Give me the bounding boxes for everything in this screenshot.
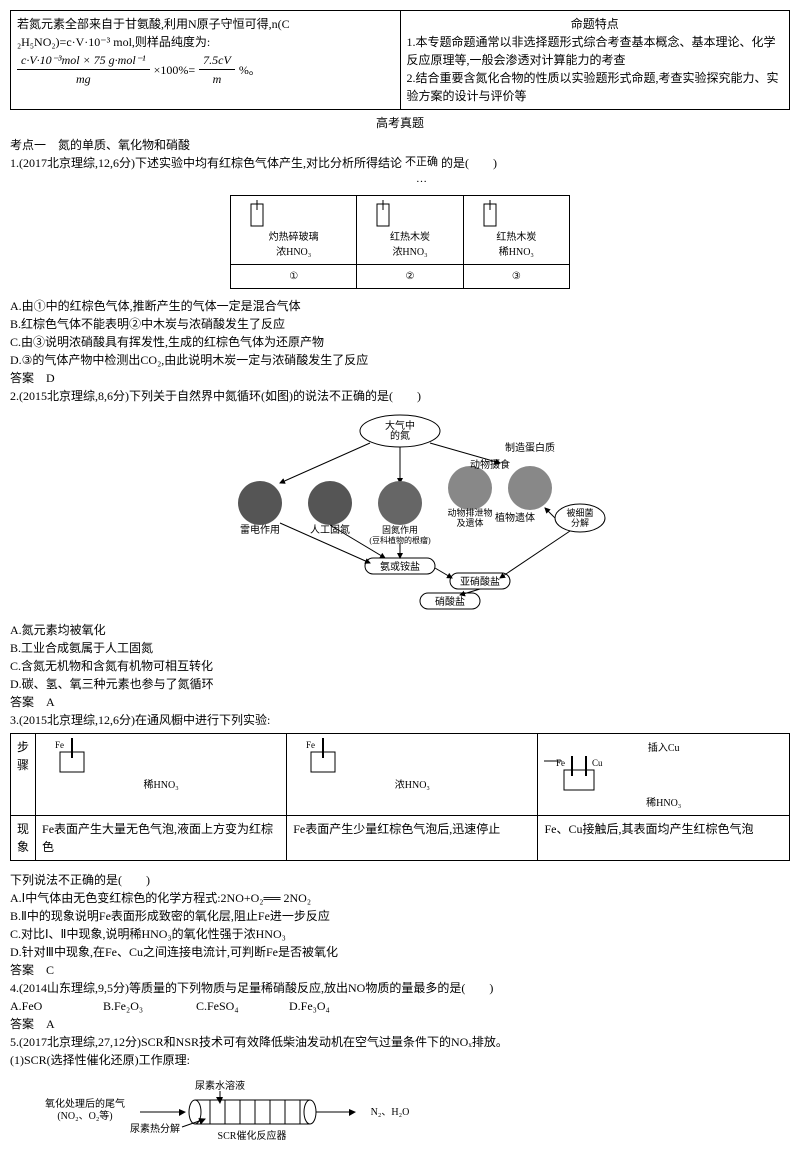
- svg-text:亚硝酸盐: 亚硝酸盐: [460, 575, 500, 588]
- header-right-line1: 1.本专题命题通常以非选择题形式综合考查基本概念、基本理论、化学反应原理等,一般…: [407, 33, 784, 69]
- q1-exp2: 红热木炭 浓HNO₃: [357, 196, 463, 265]
- q3-optC: C.对比Ⅰ、Ⅱ中现象,说明稀HNO₃的氧化性强于浓HNO₃: [10, 925, 790, 943]
- q1-optA: A.由①中的红棕色气体,推断产生的气体一定是混合气体: [10, 297, 790, 315]
- header-table: 若氮元素全部来自于甘氨酸,利用N原子守恒可得,n(C ₂H₅NO₂)=c·V·1…: [10, 10, 790, 110]
- q4-optA: A.FeO: [10, 997, 100, 1015]
- svg-text:氧化处理后的尾气: 氧化处理后的尾气: [45, 1097, 125, 1110]
- q1-num1: ①: [231, 265, 357, 289]
- q1-stem-suffix: 的是( ): [441, 156, 497, 170]
- q2-answer: 答案 A: [10, 693, 790, 711]
- q1-optC: C.由③说明浓硝酸具有挥发性,生成的红棕色气体为还原产物: [10, 333, 790, 351]
- svg-text:动物摄食: 动物摄食: [470, 458, 510, 471]
- q2-optC: C.含氮无机物和含氮有机物可相互转化: [10, 657, 790, 675]
- q4-answer: 答案 A: [10, 1015, 790, 1033]
- q3-step-label: 步骤: [11, 734, 36, 816]
- q3-obs3: Fe、Cu接触后,其表面均产生红棕色气泡: [538, 816, 790, 861]
- svg-text:尿素水溶液: 尿素水溶液: [195, 1079, 245, 1092]
- svg-text:Fe: Fe: [306, 740, 315, 750]
- svg-text:Fe: Fe: [556, 758, 565, 768]
- q1-exp3: 红热木炭 稀HNO₃: [463, 196, 569, 265]
- q1-optB: B.红棕色气体不能表明②中木炭与浓硝酸发生了反应: [10, 315, 790, 333]
- q1-num3: ③: [463, 265, 569, 289]
- exam-title: 高考真题: [10, 114, 790, 132]
- q4-stem: 4.(2014山东理综,9,5分)等质量的下列物质与足量稀硝酸反应,放出NO物质…: [10, 979, 790, 997]
- svg-text:Cu: Cu: [592, 758, 603, 768]
- svg-text:的氮: 的氮: [390, 429, 410, 442]
- svg-text:SCR催化反应器: SCR催化反应器: [218, 1129, 287, 1142]
- q1-stem: 1.(2017北京理综,12,6分)下述实验中均有红棕色气体产生,对比分析所得结…: [10, 156, 402, 170]
- header-left-line2: ₂H₅NO₂)=c·V·10⁻³ mol,则样品纯度为:: [17, 33, 394, 51]
- svg-text:(NO₂、O₂等): (NO₂、O₂等): [57, 1109, 112, 1122]
- q3-step3-reagent: 稀HNO₃: [544, 796, 783, 811]
- formula-denominator: mg: [17, 70, 150, 88]
- svg-text:硝酸盐: 硝酸盐: [435, 595, 465, 608]
- svg-text:固氮作用: 固氮作用: [382, 524, 418, 535]
- svg-text:及遗体: 及遗体: [456, 517, 483, 528]
- q3-obs2: Fe表面产生少量红棕色气泡后,迅速停止: [287, 816, 538, 861]
- header-left-line1: 若氮元素全部来自于甘氨酸,利用N原子守恒可得,n(C: [17, 15, 394, 33]
- svg-text:Fe: Fe: [55, 740, 64, 750]
- q3-post: 下列说法不正确的是( ): [10, 871, 790, 889]
- svg-text:分解: 分解: [571, 517, 589, 528]
- formula-unit: %。: [239, 61, 261, 79]
- q3-obs1: Fe表面产生大量无色气泡,液面上方变为红棕色: [36, 816, 287, 861]
- q3-optA: A.Ⅰ中气体由无色变红棕色的化学方程式:2NO+O₂══ 2NO₂: [10, 889, 790, 907]
- q1-answer: 答案 D: [10, 369, 790, 387]
- q3-step2-reagent: 浓HNO₃: [293, 778, 531, 793]
- q1-dots: …: [405, 171, 438, 188]
- q2-optD: D.碳、氢、氧三种元素也参与了氮循环: [10, 675, 790, 693]
- kaodian-title: 考点一 氮的单质、氧化物和硝酸: [10, 136, 790, 154]
- q2-optA: A.氮元素均被氧化: [10, 621, 790, 639]
- q1-buzheng: 不正确: [405, 154, 438, 171]
- q1-optD: D.③的气体产物中检测出CO₂,由此说明木炭一定与浓硝酸发生了反应: [10, 351, 790, 369]
- header-right-line2: 2.结合重要含氮化合物的性质以实验题形式命题,考查实验探究能力、实验方案的设计与…: [407, 69, 784, 105]
- q3-optD: D.针对Ⅲ中现象,在Fe、Cu之间连接电流计,可判断Fe是否被氧化: [10, 943, 790, 961]
- svg-text:氨或铵盐: 氨或铵盐: [380, 560, 420, 573]
- q5-sub1: (1)SCR(选择性催化还原)工作原理:: [10, 1051, 790, 1069]
- svg-text:制造蛋白质: 制造蛋白质: [505, 441, 555, 454]
- formula-eq: ×100%=: [154, 61, 196, 79]
- q4-optB: B.Fe₂O₃: [103, 997, 193, 1015]
- formula-result-bottom: m: [199, 70, 235, 88]
- svg-text:植物遗体: 植物遗体: [495, 511, 535, 524]
- q4-optC: C.FeSO₄: [196, 997, 286, 1015]
- svg-text:N₂、H₂O: N₂、H₂O: [371, 1107, 410, 1118]
- formula-numerator: c·V·10⁻³mol × 75 g·mol⁻¹: [17, 51, 150, 70]
- q2-stem: 2.(2015北京理综,8,6分)下列关于自然界中氮循环(如图)的说法不正确的是…: [10, 387, 790, 405]
- svg-text:人工固氮: 人工固氮: [310, 523, 350, 536]
- svg-text:被细菌: 被细菌: [566, 507, 593, 518]
- q3-stem: 3.(2015北京理综,12,6分)在通风橱中进行下列实验:: [10, 711, 790, 729]
- q3-answer: 答案 C: [10, 961, 790, 979]
- svg-text:动物排泄物: 动物排泄物: [447, 507, 492, 518]
- q3-step3-label: 插入Cu: [648, 743, 680, 754]
- q5-stem: 5.(2017北京理综,27,12分)SCR和NSR技术可有效降低柴油发动机在空…: [10, 1033, 790, 1051]
- header-right-title: 命题特点: [407, 15, 784, 33]
- q3-obs-label: 现象: [11, 816, 36, 861]
- q2-optB: B.工业合成氨属于人工固氮: [10, 639, 790, 657]
- formula-result-top: 7.5cV: [199, 51, 235, 70]
- q3-table: 步骤 Fe 稀HNO₃ Fe 浓HNO₃ 插入Cu FeCu 稀HNO₃ 现象 …: [10, 733, 790, 861]
- svg-text:雷电作用: 雷电作用: [240, 523, 280, 536]
- q4-optD: D.Fe₃O₄: [289, 997, 379, 1015]
- q2-diagram: 大气中 的氮 雷电作用 人工固氮 固氮作用 (豆科植物的根瘤) 动物排泄物 及遗…: [10, 413, 790, 613]
- q5-diagram: 氧化处理后的尾气 (NO₂、O₂等) 尿素水溶液 尿素热分解 SCR催化反应器 …: [10, 1077, 790, 1157]
- q3-step1-reagent: 稀HNO₃: [42, 778, 280, 793]
- q1-diagram: 灼热碎玻璃 浓HNO₃ 红热木炭 浓HNO₃ 红热木炭 稀HNO₃ ① ② ③: [10, 195, 790, 289]
- q1-exp1: 灼热碎玻璃 浓HNO₃: [231, 196, 357, 265]
- q1-num2: ②: [357, 265, 463, 289]
- q3-optB: B.Ⅱ中的现象说明Fe表面形成致密的氧化层,阻止Fe进一步反应: [10, 907, 790, 925]
- svg-text:尿素热分解: 尿素热分解: [130, 1122, 180, 1135]
